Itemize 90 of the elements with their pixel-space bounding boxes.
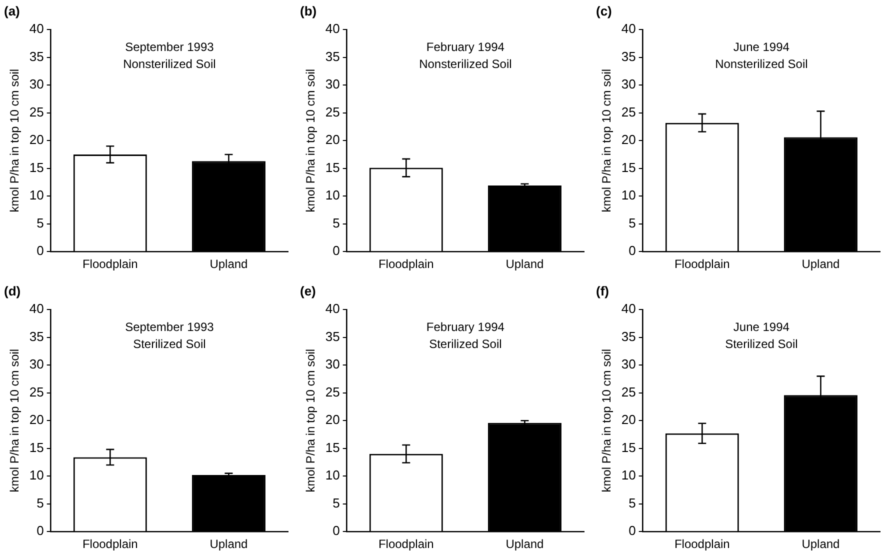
y-tick-label: 5 <box>332 215 340 230</box>
y-tick-label: 35 <box>621 328 636 344</box>
y-tick-label: 0 <box>36 523 44 538</box>
x-tick-label: Floodplain <box>674 257 730 272</box>
chart-title: (b) <box>300 3 317 18</box>
x-tick-label: Floodplain <box>378 257 434 272</box>
y-tick-label: 25 <box>29 384 44 400</box>
y-tick-label: 35 <box>621 48 636 64</box>
x-tick-label: Floodplain <box>378 537 434 552</box>
y-axis-title: kmol P/ha in top 10 cm soil <box>600 68 614 212</box>
y-tick-label: 20 <box>621 132 636 148</box>
x-tick-label: Upland <box>506 537 544 552</box>
annotation: Nonsterilized Soil <box>419 56 512 71</box>
annotation: Sterilized Soil <box>429 336 502 351</box>
y-axis-title: kmol P/ha in top 10 cm soil <box>8 68 22 212</box>
annotation: June 1994 <box>733 320 790 334</box>
y-tick-label: 10 <box>29 188 44 203</box>
y-tick-label: 30 <box>325 356 340 372</box>
y-tick-label: 5 <box>628 495 636 510</box>
y-tick-label: 0 <box>332 523 340 538</box>
annotation: Nonsterilized Soil <box>123 56 216 71</box>
x-tick-label: Upland <box>802 537 840 552</box>
y-tick-label: 25 <box>29 104 44 120</box>
y-tick-label: 5 <box>36 495 44 510</box>
y-tick-label: 20 <box>29 412 44 428</box>
annotation: Sterilized Soil <box>133 336 206 351</box>
y-tick-label: 15 <box>621 160 636 175</box>
chart-title: (a) <box>4 3 20 18</box>
chart-title: (e) <box>300 283 316 298</box>
y-tick-label: 35 <box>325 328 340 344</box>
y-tick-label: 15 <box>29 440 44 455</box>
chart-title: (f) <box>596 283 609 298</box>
y-tick-label: 10 <box>29 468 44 483</box>
y-tick-label: 5 <box>628 215 636 230</box>
x-tick-label: Floodplain <box>674 537 730 552</box>
chart-title: (d) <box>4 283 21 298</box>
x-tick-label: Upland <box>506 257 544 272</box>
x-tick-label: Floodplain <box>82 257 138 272</box>
x-tick-label: Upland <box>210 257 248 272</box>
y-tick-label: 40 <box>29 301 44 316</box>
y-tick-label: 15 <box>325 440 340 455</box>
annotation: Nonsterilized Soil <box>715 56 808 71</box>
y-tick-label: 40 <box>29 21 44 36</box>
y-tick-label: 15 <box>29 160 44 175</box>
y-tick-label: 35 <box>29 48 44 64</box>
x-tick-label: Upland <box>210 537 248 552</box>
annotation: September 1993 <box>125 320 214 334</box>
y-tick-label: 30 <box>621 76 636 92</box>
y-tick-label: 25 <box>325 104 340 120</box>
y-axis-title: kmol P/ha in top 10 cm soil <box>600 348 614 492</box>
annotation: February 1994 <box>426 40 505 54</box>
y-tick-label: 0 <box>628 523 636 538</box>
y-tick-label: 20 <box>325 132 340 148</box>
y-tick-label: 0 <box>332 243 340 258</box>
y-tick-label: 5 <box>332 495 340 510</box>
y-tick-label: 20 <box>29 132 44 148</box>
y-tick-label: 40 <box>325 301 340 316</box>
x-tick-label: Upland <box>802 257 840 272</box>
annotation: February 1994 <box>426 320 505 334</box>
annotation: September 1993 <box>125 40 214 54</box>
y-tick-label: 0 <box>628 243 636 258</box>
annotation: Sterilized Soil <box>725 336 798 351</box>
y-axis-title: kmol P/ha in top 10 cm soil <box>304 348 318 492</box>
y-tick-label: 20 <box>621 412 636 428</box>
x-tick-label: Floodplain <box>82 537 138 552</box>
y-tick-label: 40 <box>325 21 340 36</box>
y-tick-label: 30 <box>29 76 44 92</box>
y-tick-label: 5 <box>36 215 44 230</box>
y-tick-label: 25 <box>621 384 636 400</box>
y-axis-title: kmol P/ha in top 10 cm soil <box>304 68 318 212</box>
y-tick-label: 35 <box>325 48 340 64</box>
y-tick-label: 15 <box>325 160 340 175</box>
y-tick-label: 10 <box>325 188 340 203</box>
y-tick-label: 30 <box>29 356 44 372</box>
chart-title: (c) <box>596 3 612 18</box>
y-tick-label: 15 <box>621 440 636 455</box>
y-tick-label: 25 <box>325 384 340 400</box>
y-tick-label: 10 <box>325 468 340 483</box>
y-tick-label: 40 <box>621 21 636 36</box>
y-tick-label: 10 <box>621 188 636 203</box>
y-tick-label: 35 <box>29 328 44 344</box>
y-tick-label: 0 <box>36 243 44 258</box>
y-tick-label: 20 <box>325 412 340 428</box>
y-tick-label: 30 <box>325 76 340 92</box>
y-tick-label: 10 <box>621 468 636 483</box>
annotation: June 1994 <box>733 40 790 54</box>
y-tick-label: 30 <box>621 356 636 372</box>
y-tick-label: 40 <box>621 301 636 316</box>
y-tick-label: 25 <box>621 104 636 120</box>
y-axis-title: kmol P/ha in top 10 cm soil <box>8 348 22 492</box>
